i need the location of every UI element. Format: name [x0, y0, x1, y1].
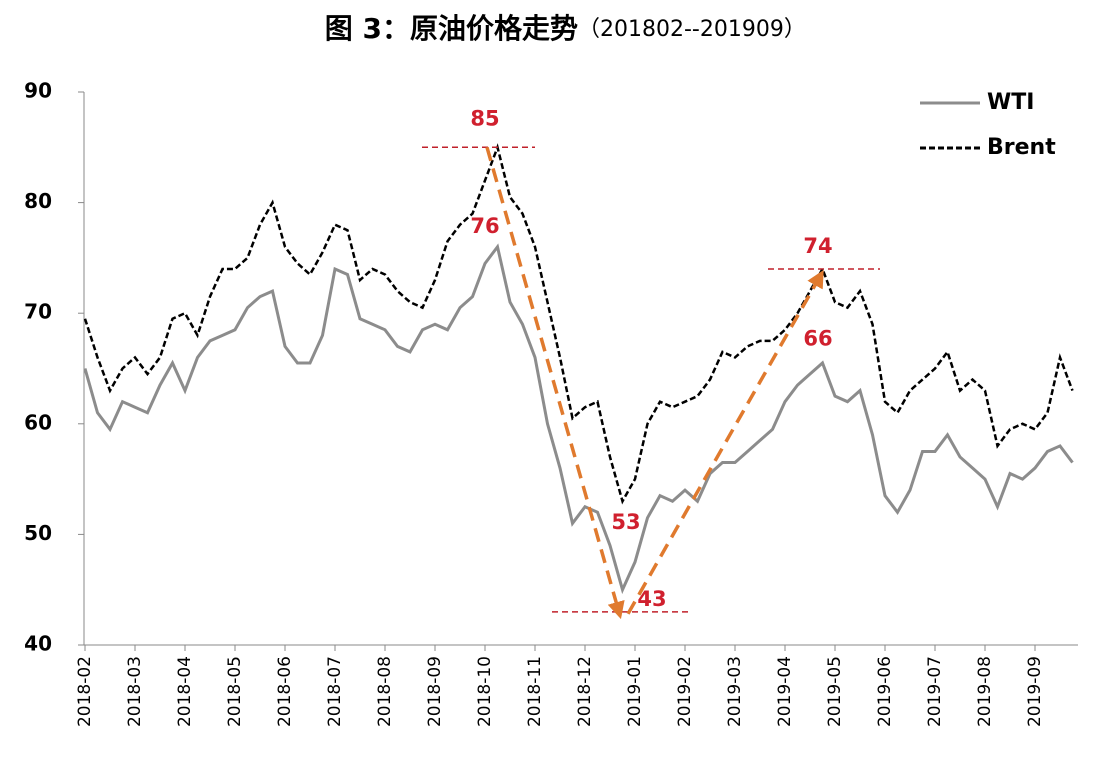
line-series [83, 143, 1074, 505]
chart-subtitle: （201802--201909） [578, 17, 806, 42]
x-tick-label: 2018-03 [125, 656, 145, 727]
annotation-label: 74 [803, 234, 832, 258]
x-tick-label: 2019-04 [775, 656, 795, 727]
x-tick-label: 2019-09 [1025, 656, 1045, 727]
x-tick-label: 2018-11 [525, 656, 545, 727]
legend-label: Brent [987, 135, 1056, 160]
x-tick-label: 2019-05 [825, 656, 845, 727]
x-tick-label: 2018-04 [175, 656, 195, 727]
annotation-label: 66 [803, 326, 832, 350]
trend-arrow [485, 146, 625, 620]
x-tick-label: 2018-05 [225, 656, 245, 727]
annotation-label: 53 [611, 510, 640, 534]
x-tick-label: 2019-01 [625, 656, 645, 727]
annotation-label: 85 [470, 106, 499, 130]
x-tick-label: 2018-06 [275, 656, 295, 727]
annotation-label: 76 [470, 214, 499, 238]
x-tick-label: 2018-09 [425, 656, 445, 727]
trend-arrow [626, 269, 824, 615]
x-tick-label: 2019-08 [975, 656, 995, 727]
y-tick-label: 90 [24, 79, 52, 103]
y-tick-label: 70 [24, 300, 52, 324]
x-tick-label: 2018-07 [325, 656, 345, 727]
x-tick-label: 2019-06 [875, 656, 895, 727]
y-tick-label: 50 [24, 521, 52, 545]
x-tick-label: 2018-08 [375, 656, 395, 727]
chart-title: 图 3：原油价格走势 [325, 12, 578, 45]
y-tick-label: 40 [24, 632, 52, 656]
y-tick-label: 80 [24, 189, 52, 213]
y-tick-label: 60 [24, 410, 52, 434]
x-tick-label: 2018-12 [575, 656, 595, 727]
x-tick-label: 2019-02 [675, 656, 695, 727]
x-tick-label: 2019-07 [925, 656, 945, 727]
x-tick-label: 2018-02 [75, 656, 95, 727]
legend-label: WTI [987, 90, 1034, 115]
x-tick-label: 2018-10 [475, 656, 495, 727]
x-tick-label: 2019-03 [725, 656, 745, 727]
line-series [83, 243, 1074, 595]
